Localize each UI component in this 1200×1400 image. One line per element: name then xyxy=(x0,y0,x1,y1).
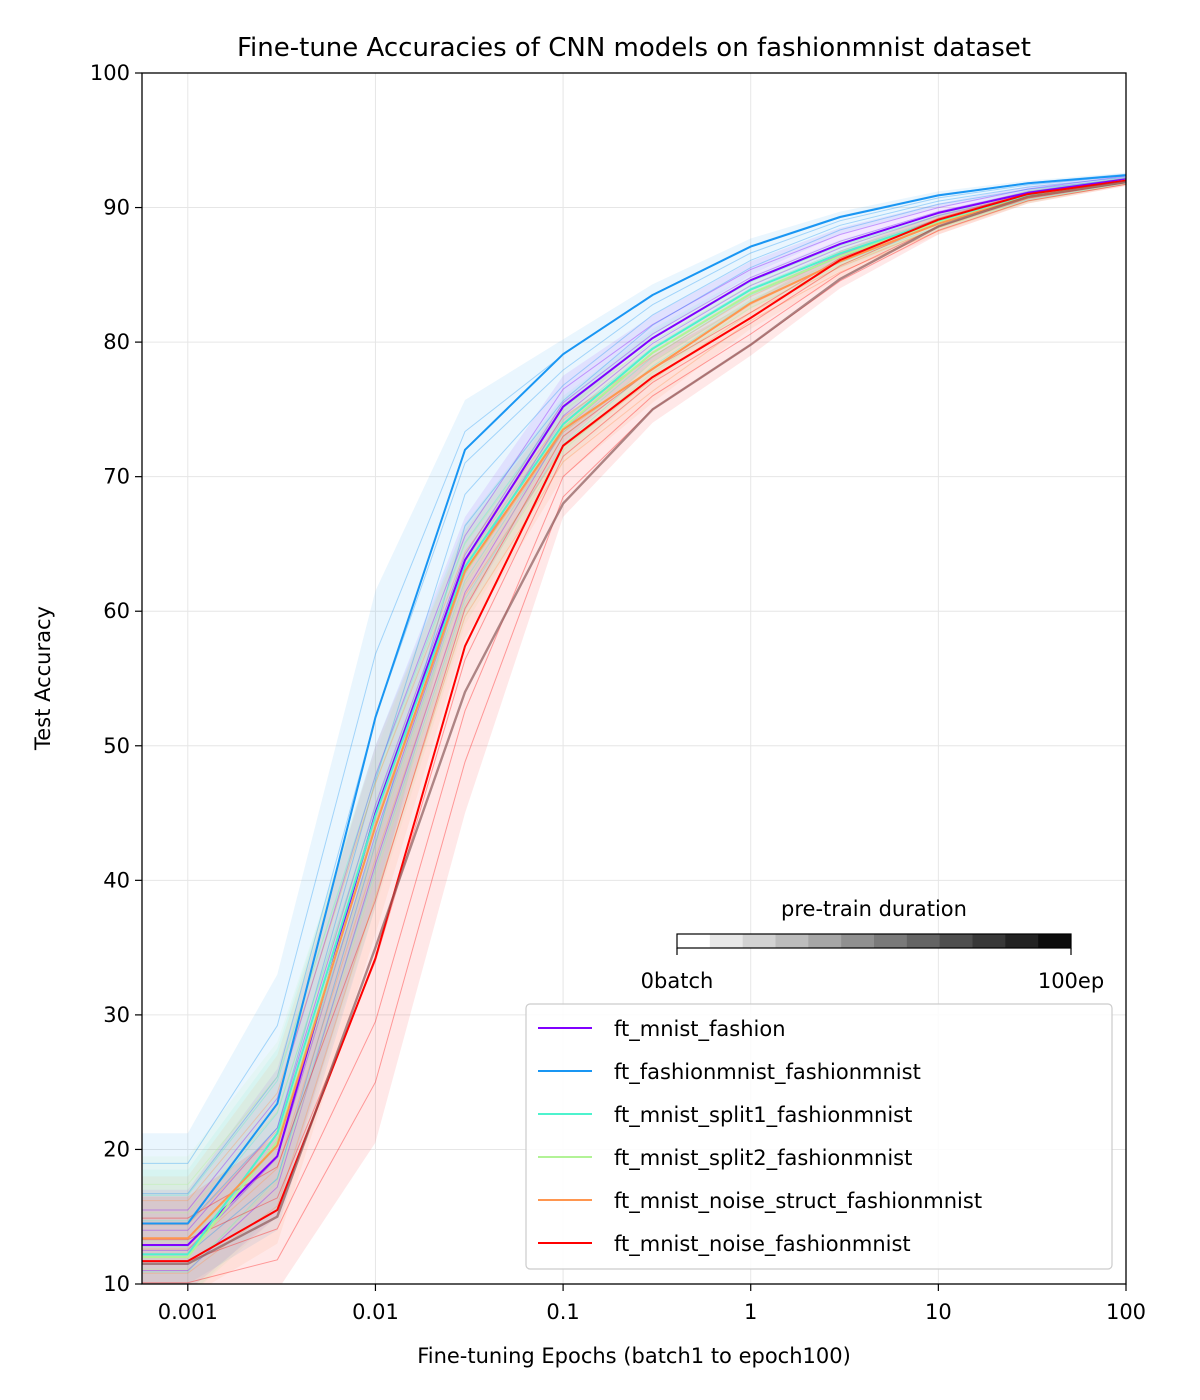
band-0 xyxy=(142,173,1126,1284)
band-2 xyxy=(142,176,1126,1284)
band-5 xyxy=(142,178,1126,1284)
plot-frame xyxy=(141,72,1127,1285)
x-tick-label-1: 0.01 xyxy=(352,1300,399,1324)
band-1 xyxy=(142,172,1126,1284)
y-tick-label-2: 30 xyxy=(103,1003,130,1027)
series-line-0 xyxy=(142,178,1126,1246)
x-tick-label-4: 10 xyxy=(925,1300,952,1324)
series-line-2 xyxy=(142,179,1126,1256)
colorbar-cell-1 xyxy=(709,934,744,948)
y-tick-label-4: 50 xyxy=(103,734,130,758)
run-line-1-0 xyxy=(142,178,1126,1255)
colorbar-cell-3 xyxy=(775,934,809,948)
legend-label-3: ft_mnist_split2_fashionmnist xyxy=(614,1146,912,1171)
x-tick-label-2: 0.1 xyxy=(546,1300,579,1324)
y-tick-label-6: 70 xyxy=(103,465,130,489)
x-axis-ticks: 0.001 0.01 0.1 1 10 100 xyxy=(158,1284,1146,1324)
legend-label-4: ft_mnist_noise_struct_fashionmnist xyxy=(614,1189,982,1214)
x-axis-label: Fine-tuning Epochs (batch1 to epoch100) xyxy=(417,1344,851,1368)
legend-box xyxy=(525,1003,1113,1270)
pretrain-colorbar: pre-train duration 0batch 100ep xyxy=(641,897,1105,993)
legend-label-5: ft_mnist_noise_fashionmnist xyxy=(614,1232,911,1257)
colorbar-max-label: 100ep xyxy=(1038,969,1104,993)
colorbar-cell-8 xyxy=(939,934,973,948)
run-line-1-2 xyxy=(142,175,1126,1195)
band-3 xyxy=(142,176,1126,1284)
legend: ft_mnist_fashion ft_fashionmnist_fashionm… xyxy=(525,1003,1113,1270)
legend-label-1: ft_fashionmnist_fashionmnist xyxy=(614,1060,921,1085)
y-tick-label-1: 20 xyxy=(103,1137,130,1161)
run-line-0-3 xyxy=(142,175,1126,1211)
chart-title: Fine-tune Accuracies of CNN models on fa… xyxy=(237,33,1031,63)
colorbar-cell-4 xyxy=(808,934,842,948)
colorbar-cell-10 xyxy=(1005,934,1039,948)
confidence-bands xyxy=(142,172,1126,1284)
legend-label-0: ft_mnist_fashion xyxy=(614,1017,786,1042)
colorbar-cell-2 xyxy=(742,934,776,948)
colorbar-cell-11 xyxy=(1038,934,1072,948)
legend-label-2: ft_mnist_split1_fashionmnist xyxy=(614,1103,912,1128)
run-line-5-3 xyxy=(142,179,1126,1219)
x-tick-label-0: 0.001 xyxy=(158,1300,218,1324)
run-line-3-3 xyxy=(142,177,1126,1185)
series-line-6 xyxy=(142,180,1126,1265)
colorbar-cell-6 xyxy=(874,934,908,948)
colorbar-cell-5 xyxy=(841,934,875,948)
colorbar-cell-7 xyxy=(906,934,941,948)
run-line-0-2 xyxy=(142,177,1126,1231)
colorbar-cell-9 xyxy=(972,934,1006,948)
y-tick-label-8: 90 xyxy=(103,196,130,220)
legend-items: ft_mnist_fashion ft_fashionmnist_fashionm… xyxy=(538,1017,982,1257)
y-tick-label-0: 10 xyxy=(103,1272,130,1296)
run-line-1-1 xyxy=(142,176,1126,1225)
series-line-1 xyxy=(142,174,1126,1225)
y-tick-label-5: 60 xyxy=(103,599,130,623)
run-line-4-0 xyxy=(142,183,1126,1274)
x-tick-label-5: 100 xyxy=(1106,1300,1146,1324)
run-line-5-0 xyxy=(142,183,1126,1284)
colorbar-cell-0 xyxy=(677,934,711,948)
colorbar-min-label: 0batch xyxy=(641,969,714,993)
colorbar-label: pre-train duration xyxy=(781,897,967,921)
run-line-0-1 xyxy=(142,179,1126,1251)
series-lines xyxy=(142,174,1126,1265)
band-4 xyxy=(142,176,1126,1284)
y-axis-label: Test Accuracy xyxy=(31,606,55,751)
y-tick-label-9: 100 xyxy=(90,61,130,85)
y-tick-label-7: 80 xyxy=(103,330,130,354)
colorbar-cells xyxy=(677,934,1072,948)
grid xyxy=(142,72,1127,1285)
x-tick-label-3: 1 xyxy=(744,1300,757,1324)
colorbar-frame xyxy=(676,933,1072,949)
series-line-4 xyxy=(142,179,1126,1240)
series-line-5 xyxy=(142,179,1126,1263)
y-tick-label-3: 40 xyxy=(103,868,130,892)
y-axis-ticks: 10 20 30 40 50 60 70 80 90 100 xyxy=(90,61,142,1296)
